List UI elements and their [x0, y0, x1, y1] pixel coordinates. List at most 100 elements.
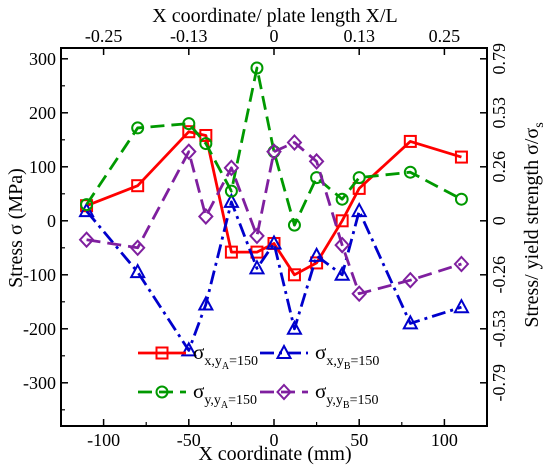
legend-label: σx,yB=150 [315, 340, 379, 372]
square-marker [224, 245, 238, 259]
square-marker [155, 346, 169, 360]
legend-item: σy,yA=150 [138, 379, 257, 411]
right-y-tick-label: 0 [489, 216, 509, 225]
triangle-marker [351, 201, 368, 218]
diamond-marker [223, 159, 240, 177]
right-y-tick-label: 0.26 [489, 151, 509, 183]
triangle-marker [333, 265, 351, 281]
legend-label: σy,yB=150 [315, 379, 379, 411]
square-marker [287, 268, 301, 282]
series-layer [78, 61, 470, 357]
triangle-marker [308, 246, 325, 262]
triangle-marker [275, 343, 293, 359]
circle-marker [80, 198, 94, 212]
circle-marker [155, 385, 169, 399]
diamond-marker [197, 208, 214, 225]
y-tick-label: 0 [47, 211, 56, 231]
x-tick-label: 100 [431, 430, 458, 450]
legend-label: σy,yA=150 [193, 379, 257, 411]
x-tick-label: -50 [177, 430, 201, 450]
series-line [86, 141, 462, 296]
circle-marker [131, 121, 145, 135]
diamond-marker [308, 152, 325, 170]
top-x-tick-label: -0.13 [170, 26, 208, 46]
square-marker [131, 179, 145, 193]
y-tick-label: 300 [29, 49, 56, 69]
left-y-axis: -300 -200 -100 0 100 200 300 [23, 49, 68, 411]
top-x-tick-label: 0 [270, 26, 279, 46]
right-y-axis-title-subscript: s [532, 122, 547, 127]
right-y-tick-label: -0.53 [489, 310, 509, 348]
legend-item: σx,yA=150 [138, 340, 258, 372]
circle-marker [182, 117, 196, 131]
legend-sigma: σ [193, 379, 204, 403]
right-y-axis: -0.79 -0.53 -0.26 0 0.26 0.53 0.79 [480, 43, 509, 402]
x-axis-title: X coordinate (mm) [198, 443, 351, 465]
triangle-marker [402, 314, 419, 330]
square-marker [403, 134, 417, 148]
series-line [85, 200, 462, 352]
y-axis-title: Stress σ (MPa) [5, 168, 27, 288]
diamond-marker [249, 227, 265, 245]
triangle-marker [223, 192, 240, 208]
legend-subsubscript: B [343, 400, 350, 411]
legend-sigma: σ [193, 340, 204, 364]
circle-marker [199, 137, 213, 151]
square-marker [335, 214, 349, 228]
legend-value: =150 [229, 354, 258, 369]
circle-marker [287, 218, 301, 232]
y-tick-label: -300 [23, 373, 56, 393]
triangle-marker [197, 295, 215, 311]
series-1 [80, 125, 468, 282]
legend-value: =150 [350, 393, 379, 408]
triangle-marker [129, 263, 146, 279]
diamond-marker [180, 143, 197, 161]
right-y-axis-title: Stress/ yield strength σ/σs [521, 122, 547, 327]
x-tick-label: 50 [350, 430, 368, 450]
series-4 [78, 134, 470, 303]
triangle-marker [286, 319, 303, 335]
series-3 [80, 61, 468, 232]
legend-item: σy,yB=150 [260, 379, 379, 411]
legend-value: =150 [351, 354, 380, 369]
right-y-axis-title-main: Stress/ yield strength σ/σ [521, 128, 543, 328]
y-tick-label: 200 [29, 103, 56, 123]
series-line [86, 130, 462, 277]
y-tick-label: 100 [29, 157, 56, 177]
right-y-tick-label: -0.79 [489, 364, 509, 402]
circle-marker [250, 61, 264, 75]
legend-subsubscript: B [344, 361, 351, 372]
top-x-tick-label: -0.25 [85, 26, 123, 46]
diamond-marker [453, 255, 470, 273]
circle-marker [224, 184, 238, 198]
legend-sigma: σ [315, 340, 326, 364]
y-tick-label: -200 [23, 319, 56, 339]
right-y-tick-label: 0.53 [489, 97, 509, 129]
triangle-marker [453, 298, 470, 314]
legend-subsubscript: A [221, 400, 229, 411]
top-x-axis: -0.25 -0.13 0 0.13 0.25 [85, 26, 460, 55]
x-tick-label: -100 [87, 430, 120, 450]
diamond-marker [276, 383, 292, 401]
legend-subscript: y,y [326, 393, 343, 408]
circle-marker [454, 192, 468, 206]
legend-value: =150 [228, 393, 257, 408]
legend-subscript: x,y [204, 354, 222, 369]
diamond-marker [334, 236, 351, 254]
top-x-tick-label: 0.13 [343, 26, 375, 46]
circle-marker [335, 192, 349, 206]
bottom-x-axis: -100 -50 0 50 100 [60, 419, 488, 450]
right-y-tick-label: -0.26 [489, 256, 509, 294]
diamond-marker [351, 285, 368, 303]
circle-marker [352, 171, 366, 185]
triangle-marker [180, 341, 197, 357]
legend-subscript: y,y [204, 393, 221, 408]
square-marker [454, 150, 468, 164]
legend-sigma: σ [315, 379, 326, 403]
legend-subsubscript: A [222, 361, 230, 372]
y-tick-label: -100 [23, 265, 56, 285]
triangle-marker [248, 259, 266, 275]
circle-marker [403, 165, 417, 179]
square-marker [310, 256, 324, 270]
